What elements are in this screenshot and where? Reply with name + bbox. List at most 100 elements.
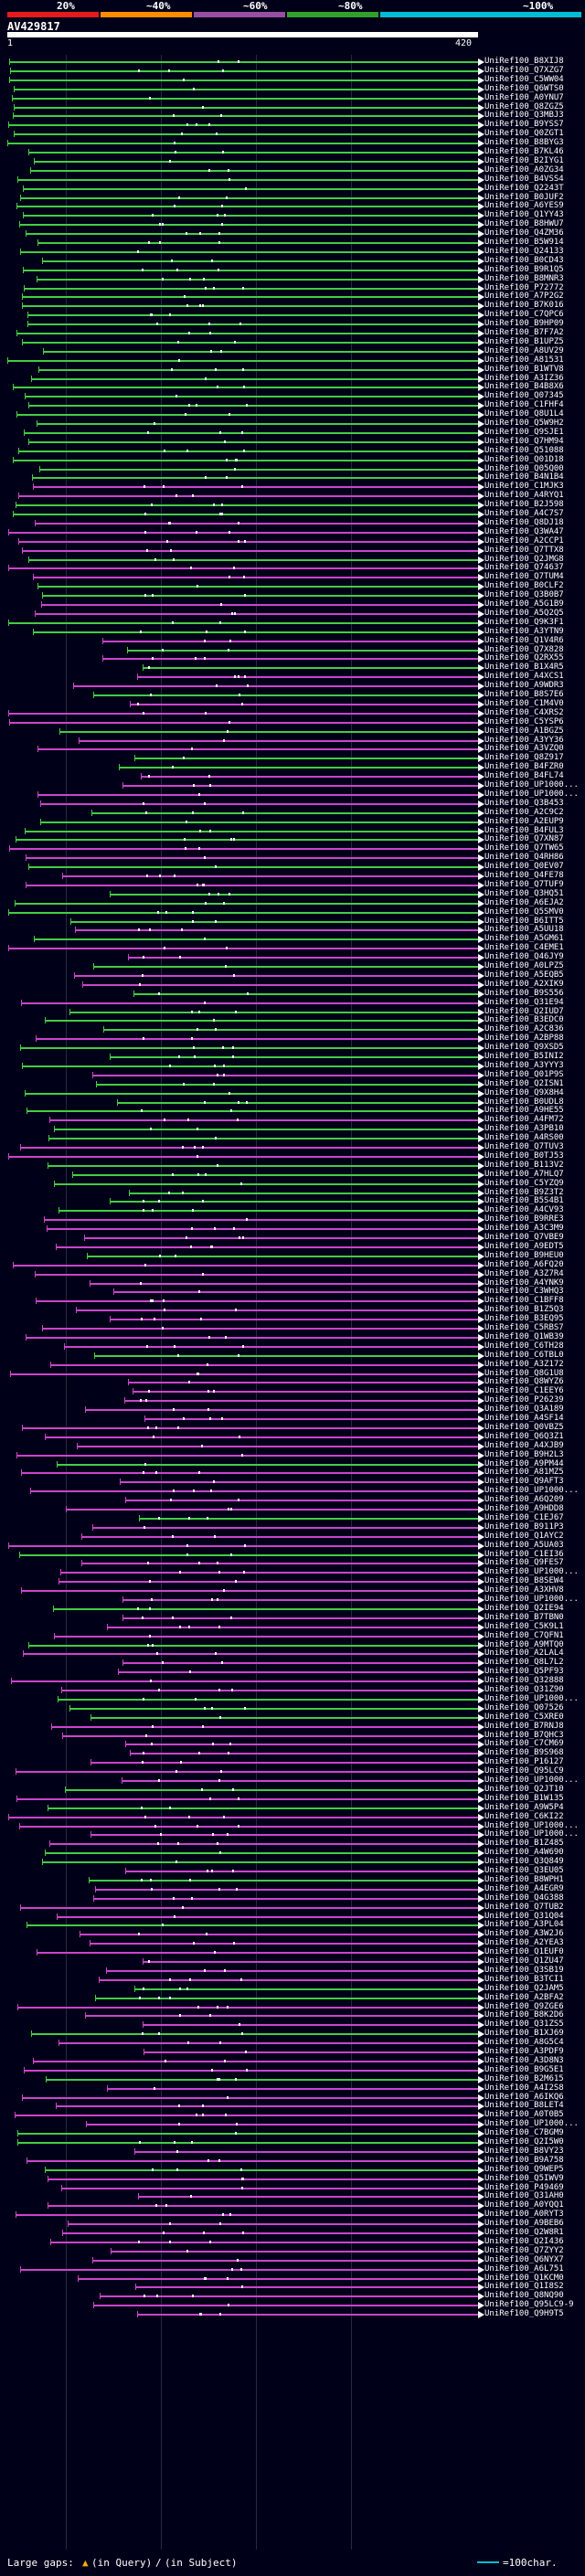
hit-label[interactable]: UniRef100_Q0ZGT1 bbox=[484, 129, 564, 139]
hit-label[interactable]: UniRef100_A5UU18 bbox=[484, 925, 564, 935]
hit-label[interactable]: UniRef100_Q5W9H2 bbox=[484, 419, 564, 428]
hit-row[interactable]: UniRef100_C1BFF8 bbox=[0, 1296, 585, 1306]
hit-label[interactable]: UniRef100_B9A758 bbox=[484, 2155, 564, 2165]
hit-label[interactable]: UniRef100_Q24133 bbox=[484, 246, 564, 256]
hit-row[interactable]: UniRef100_B3TCI1 bbox=[0, 1975, 585, 1984]
hit-label[interactable]: UniRef100_C7QFN1 bbox=[484, 1630, 564, 1640]
hit-row[interactable]: UniRef100_A3C3M9 bbox=[0, 1224, 585, 1234]
hit-row[interactable]: UniRef100_UP1000... bbox=[0, 1567, 585, 1577]
hit-label[interactable]: UniRef100_Q8ZGZ5 bbox=[484, 101, 564, 111]
hit-row[interactable]: UniRef100_Q3MBJ3 bbox=[0, 111, 585, 121]
hit-row[interactable]: UniRef100_A9EDT5 bbox=[0, 1242, 585, 1251]
hit-row[interactable]: UniRef100_Q5PF93 bbox=[0, 1667, 585, 1677]
hit-label[interactable]: UniRef100_C1EI36 bbox=[484, 1549, 564, 1559]
hit-row[interactable]: UniRef100_Q7TTX8 bbox=[0, 546, 585, 555]
hit-row[interactable]: UniRef100_A81531 bbox=[0, 355, 585, 365]
hit-row[interactable]: UniRef100_A3D8N3 bbox=[0, 2056, 585, 2065]
hit-row[interactable]: UniRef100_B2IYG1 bbox=[0, 156, 585, 165]
hit-label[interactable]: UniRef100_B7QHC3 bbox=[484, 1730, 564, 1740]
hit-row[interactable]: UniRef100_Q3HQ51 bbox=[0, 889, 585, 898]
hit-row[interactable]: UniRef100_A9HDD8 bbox=[0, 1504, 585, 1513]
hit-label[interactable]: UniRef100_UP1000... bbox=[484, 1567, 579, 1577]
hit-label[interactable]: UniRef100_P49469 bbox=[484, 2182, 564, 2192]
hit-row[interactable]: UniRef100_A6FQ20 bbox=[0, 1260, 585, 1269]
hit-label[interactable]: UniRef100_B113V2 bbox=[484, 1160, 564, 1170]
hit-label[interactable]: UniRef100_A0RYT3 bbox=[484, 2210, 564, 2220]
hit-label[interactable]: UniRef100_A3PL04 bbox=[484, 1920, 564, 1930]
hit-row[interactable]: UniRef100_A1BGZ5 bbox=[0, 726, 585, 736]
hit-row[interactable]: UniRef100_B1UPZ5 bbox=[0, 337, 585, 346]
hit-label[interactable]: UniRef100_B4N1B4 bbox=[484, 472, 564, 482]
hit-label[interactable]: UniRef100_Q8G1U8 bbox=[484, 1368, 564, 1378]
hit-label[interactable]: UniRef100_Q4RH86 bbox=[484, 853, 564, 863]
hit-row[interactable]: UniRef100_A2C9C2 bbox=[0, 808, 585, 817]
hit-row[interactable]: UniRef100_B9RRE3 bbox=[0, 1214, 585, 1224]
hit-label[interactable]: UniRef100_B1Z5Q3 bbox=[484, 1305, 564, 1315]
hit-label[interactable]: UniRef100_Q9XSD5 bbox=[484, 1043, 564, 1053]
hit-row[interactable]: UniRef100_B9S556 bbox=[0, 989, 585, 998]
hit-row[interactable]: UniRef100_C7CM69 bbox=[0, 1739, 585, 1749]
hit-label[interactable]: UniRef100_A81MZ5 bbox=[484, 1468, 564, 1478]
hit-row[interactable]: UniRef100_B0JUF2 bbox=[0, 193, 585, 202]
hit-row[interactable]: UniRef100_C6KI22 bbox=[0, 1812, 585, 1821]
hit-label[interactable]: UniRef100_A2LAL4 bbox=[484, 1648, 564, 1659]
hit-row[interactable]: UniRef100_B7KL46 bbox=[0, 147, 585, 156]
hit-row[interactable]: UniRef100_B911P3 bbox=[0, 1521, 585, 1532]
hit-row[interactable]: UniRef100_Q7TUM4 bbox=[0, 572, 585, 582]
hit-label[interactable]: UniRef100_Q1I8S2 bbox=[484, 2282, 564, 2292]
hit-row[interactable]: UniRef100_A3PL04 bbox=[0, 1920, 585, 1930]
hit-label[interactable]: UniRef100_Q8DJ18 bbox=[484, 517, 564, 527]
hit-row[interactable]: UniRef100_C5RBS7 bbox=[0, 1323, 585, 1332]
hit-label[interactable]: UniRef100_A0T0B5 bbox=[484, 2110, 564, 2120]
hit-label[interactable]: UniRef100_Q7TUV3 bbox=[484, 1142, 564, 1151]
hit-row[interactable]: UniRef100_A3PB10 bbox=[0, 1124, 585, 1134]
hit-row[interactable]: UniRef100_A2BP88 bbox=[0, 1034, 585, 1044]
hit-label[interactable]: UniRef100_B7TBN0 bbox=[484, 1612, 564, 1622]
hit-row[interactable]: UniRef100_C6TBL0 bbox=[0, 1351, 585, 1360]
hit-label[interactable]: UniRef100_Q9K3F1 bbox=[484, 617, 564, 627]
hit-row[interactable]: UniRef100_A3YYY3 bbox=[0, 1061, 585, 1070]
hit-label[interactable]: UniRef100_Q31Z90 bbox=[484, 1685, 564, 1694]
hit-label[interactable]: UniRef100_A4CV93 bbox=[484, 1205, 564, 1215]
hit-label[interactable]: UniRef100_B4FZR0 bbox=[484, 762, 564, 772]
hit-label[interactable]: UniRef100_A8UV29 bbox=[484, 345, 564, 355]
hit-row[interactable]: UniRef100_C7QPC6 bbox=[0, 310, 585, 320]
hit-label[interactable]: UniRef100_B911P3 bbox=[484, 1521, 564, 1532]
hit-label[interactable]: UniRef100_A3XHV8 bbox=[484, 1585, 564, 1595]
hit-label[interactable]: UniRef100_A8G5C4 bbox=[484, 2038, 564, 2048]
hit-row[interactable]: UniRef100_B5INI2 bbox=[0, 1052, 585, 1061]
hit-label[interactable]: UniRef100_Q32888 bbox=[484, 1676, 564, 1686]
hit-row[interactable]: UniRef100_Q3SB19 bbox=[0, 1966, 585, 1975]
hit-row[interactable]: UniRef100_B8K2D6 bbox=[0, 2010, 585, 2020]
hit-row[interactable]: UniRef100_UP1000... bbox=[0, 1829, 585, 1839]
hit-row[interactable]: UniRef100_Q05Q00 bbox=[0, 464, 585, 473]
hit-row[interactable]: UniRef100_Q46JY9 bbox=[0, 952, 585, 962]
hit-row[interactable]: UniRef100_Q31E94 bbox=[0, 998, 585, 1007]
hit-label[interactable]: UniRef100_C1BFF8 bbox=[484, 1296, 564, 1306]
hit-row[interactable]: UniRef100_Q07345 bbox=[0, 391, 585, 401]
hit-label[interactable]: UniRef100_Q7XN87 bbox=[484, 834, 564, 844]
hit-row[interactable]: UniRef100_Q01P9S bbox=[0, 1070, 585, 1079]
hit-row[interactable]: UniRef100_B9H2L3 bbox=[0, 1450, 585, 1459]
hit-label[interactable]: UniRef100_C1FHF4 bbox=[484, 400, 564, 410]
hit-label[interactable]: UniRef100_Q9SJE1 bbox=[484, 427, 564, 437]
hit-row[interactable]: UniRef100_Q5SMV0 bbox=[0, 907, 585, 917]
hit-label[interactable]: UniRef100_Q2IUD7 bbox=[484, 1006, 564, 1016]
hit-row[interactable]: UniRef100_A4C7S7 bbox=[0, 509, 585, 518]
hit-row[interactable]: UniRef100_A9W5P4 bbox=[0, 1803, 585, 1812]
hit-label[interactable]: UniRef100_A9HE55 bbox=[484, 1106, 564, 1116]
hit-label[interactable]: UniRef100_C4EME1 bbox=[484, 943, 564, 953]
hit-row[interactable]: UniRef100_C7BGM9 bbox=[0, 2128, 585, 2138]
hit-label[interactable]: UniRef100_Q1EUF0 bbox=[484, 1947, 564, 1957]
hit-row[interactable]: UniRef100_C1EJ67 bbox=[0, 1513, 585, 1522]
hit-label[interactable]: UniRef100_A6IKQ6 bbox=[484, 2092, 564, 2102]
hit-row[interactable]: UniRef100_Q24133 bbox=[0, 246, 585, 256]
hit-label[interactable]: UniRef100_C6TH28 bbox=[484, 1341, 564, 1351]
hit-row[interactable]: UniRef100_Q3Q849 bbox=[0, 1857, 585, 1867]
hit-row[interactable]: UniRef100_Q8L7L2 bbox=[0, 1658, 585, 1668]
hit-row[interactable]: UniRef100_A4I2S8 bbox=[0, 2083, 585, 2093]
hit-row[interactable]: UniRef100_A0RYT3 bbox=[0, 2210, 585, 2220]
hit-label[interactable]: UniRef100_A4W690 bbox=[484, 1848, 564, 1858]
hit-row[interactable]: UniRef100_B5W914 bbox=[0, 238, 585, 247]
hit-label[interactable]: UniRef100_Q2IE94 bbox=[484, 1603, 564, 1613]
